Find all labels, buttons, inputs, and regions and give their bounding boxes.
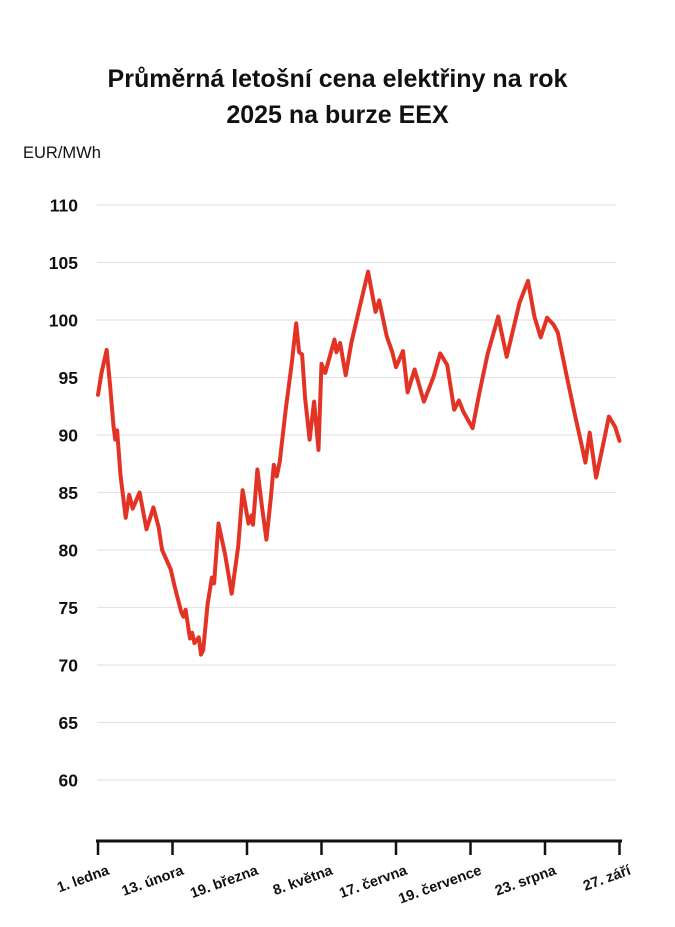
y-axis-tick-label: 100 [49,311,78,331]
x-axis-tick-label: 1. ledna [55,862,112,896]
x-axis-tick-label: 8. května [271,862,336,899]
x-axis-tick-label: 27. září [581,862,634,894]
y-axis-tick-label: 70 [59,656,79,676]
y-axis-tick-label: 110 [50,196,78,216]
y-axis-tick-label: 85 [59,483,79,503]
y-axis-unit-label: EUR/MWh [23,144,101,162]
y-axis-tick-label: 65 [59,713,79,733]
chart-title-line-2: 2025 na burze EEX [226,100,449,129]
x-axis-tick-label: 19. července [397,863,484,908]
x-axis-tick-label: 13. února [120,862,187,899]
chart-title: Průměrná letošní cena elektřiny na rok 2… [0,62,675,133]
x-axis-tick-label: 19. března [188,862,261,902]
y-axis-tick-label: 95 [59,368,79,388]
price-line [96,269,622,657]
x-axis-tick-label: 23. srpna [493,862,559,899]
y-axis-tick-label: 75 [59,598,79,618]
y-axis-tick-label: 105 [49,253,78,273]
y-axis-tick-label: 90 [59,426,79,446]
chart-title-line-1: Průměrná letošní cena elektřiny na rok [107,65,568,93]
y-axis-tick-label: 60 [59,771,79,791]
y-axis-tick-label: 80 [59,541,79,561]
